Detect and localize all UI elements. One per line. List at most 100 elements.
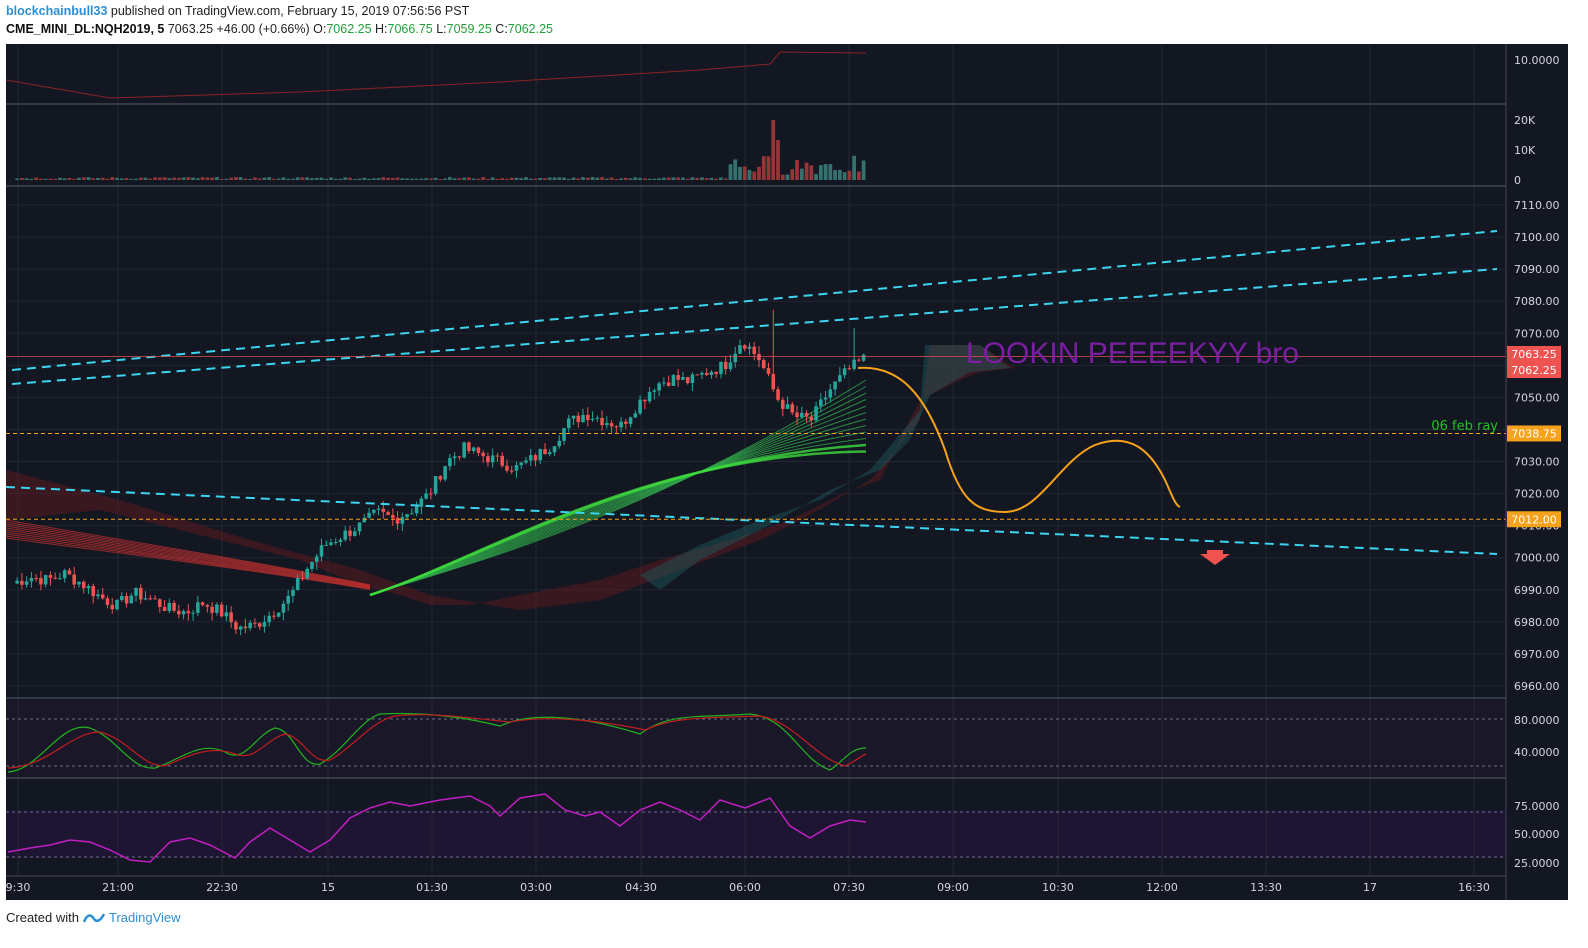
volume-bar [210, 177, 214, 180]
volume-bar [538, 177, 543, 180]
volume-bar [115, 177, 119, 180]
volume-bar [357, 178, 362, 180]
price-label-box [1507, 511, 1561, 528]
volume-bar [367, 178, 371, 180]
candle-body [533, 455, 538, 461]
stoch-k-line [7, 712, 867, 773]
volume-bar [67, 177, 72, 180]
tradingview-brand[interactable]: TradingView [108, 910, 181, 925]
volume-bar [205, 177, 210, 180]
candle-body [681, 377, 685, 380]
candle-body [666, 382, 671, 386]
candle-body [77, 581, 81, 585]
candle-body [685, 377, 690, 384]
annotation-text[interactable]: LOOKIN PEEEEKYY bro [966, 337, 1299, 370]
candle-body [695, 374, 699, 376]
volume-bar [310, 178, 314, 180]
candle-body [723, 361, 728, 370]
candle-body [671, 375, 676, 386]
volume-bar [110, 177, 115, 180]
candle-body [700, 372, 704, 375]
price-label: 7063.25 [1511, 348, 1557, 361]
candle-body [761, 360, 766, 369]
volume-bar [300, 177, 305, 180]
low-label: L: [436, 22, 447, 36]
volume-bar [138, 177, 143, 180]
volume-bar [272, 178, 276, 180]
volume-bar [771, 120, 776, 180]
candle-body [343, 530, 348, 540]
volume-bar [714, 178, 719, 180]
volume-bar [153, 177, 157, 180]
candle-body [476, 447, 481, 453]
ma-line-red [5, 521, 371, 586]
volume-bar [20, 178, 24, 180]
volume-bar [96, 177, 100, 180]
volume-bar [371, 178, 376, 180]
volume-bar [785, 174, 790, 180]
volume-bars [5, 51, 867, 180]
volume-bar [709, 177, 714, 180]
volume-bar [381, 177, 386, 180]
volume-bar [224, 178, 229, 180]
candle-body [419, 498, 424, 507]
candle-body [448, 458, 452, 467]
time-tick-label: 03:00 [520, 881, 552, 894]
author-link[interactable]: blockchainbull33 [6, 4, 108, 18]
candle-body [467, 442, 471, 452]
volume-bar [419, 178, 424, 180]
price-label-box [1507, 346, 1561, 362]
volume-bar [861, 160, 866, 180]
price-axis[interactable] [1506, 44, 1568, 900]
volume-bar [333, 178, 338, 180]
volume-bar [614, 178, 619, 180]
price-tick-label: 7050.00 [1514, 391, 1560, 404]
candle-body [733, 353, 737, 363]
volume-bar [276, 178, 281, 180]
candle-body [528, 455, 533, 461]
volume-bar [690, 177, 695, 180]
candle-body [139, 587, 143, 600]
price-label-box [1507, 362, 1561, 378]
candle-body [395, 517, 400, 524]
time-tick-label: 04:30 [625, 881, 657, 894]
candle-body [557, 440, 562, 447]
volume-bar [438, 178, 443, 180]
volume-bar [319, 177, 324, 180]
price-tick-label: 7020.00 [1514, 488, 1560, 501]
symbol-name[interactable]: CME_MINI_DL:NQH2019, 5 [6, 22, 165, 36]
volume-bar [852, 155, 856, 180]
volume-bar [662, 177, 666, 180]
drawings[interactable] [5, 230, 1506, 565]
candle-body [486, 456, 490, 463]
candle-body [614, 426, 619, 428]
close-label: C: [495, 22, 508, 36]
candle-body [29, 578, 34, 582]
candle-body [333, 542, 338, 544]
candle-body [248, 622, 252, 629]
volume-bar [376, 178, 381, 180]
pane-separators [6, 103, 1568, 779]
candle-body [581, 414, 585, 423]
volume-bar [53, 178, 58, 180]
volume-bar [267, 177, 272, 180]
candle-body [96, 594, 100, 597]
volume-bar [514, 177, 519, 180]
candle-body [567, 418, 571, 429]
volume-bar [129, 178, 134, 180]
volume-bar [409, 178, 414, 180]
volume-bar [566, 178, 571, 180]
volume-bar [833, 170, 837, 180]
volume-bar [700, 177, 704, 180]
ma-line-red [5, 529, 371, 588]
candle-body [576, 415, 581, 423]
projection-curve [857, 366, 1181, 514]
volume-bar [77, 177, 81, 180]
volume-bar [81, 177, 86, 180]
time-tick-label: 9:30 [6, 881, 31, 894]
descending-trendline [5, 486, 1498, 555]
volume-bar [738, 166, 742, 180]
published-text: published on TradingView.com, February 1… [110, 4, 470, 18]
volume-bar [547, 177, 552, 180]
